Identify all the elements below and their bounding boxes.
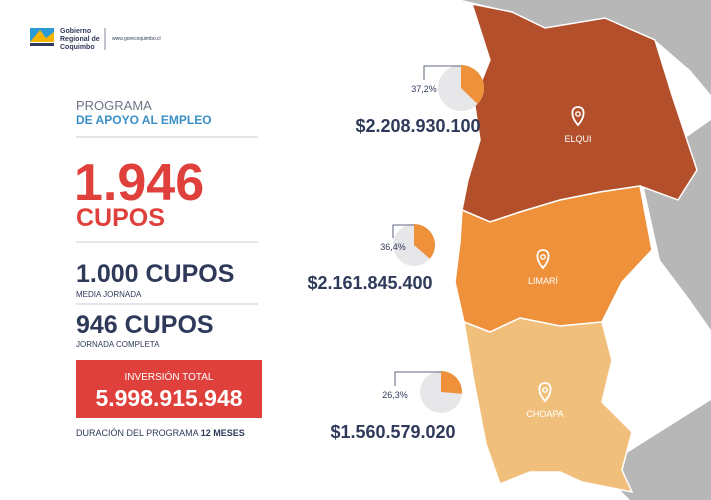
region-amount: $2.208.930.100 bbox=[355, 116, 480, 136]
region-name: LIMARÍ bbox=[528, 276, 559, 286]
org-name: Regional de bbox=[60, 36, 100, 43]
investment-box bbox=[76, 360, 262, 418]
org-name: Gobierno bbox=[60, 28, 91, 35]
investment-amount: 5.998.915.948 bbox=[95, 385, 242, 411]
duration-value: 12 MESES bbox=[201, 428, 245, 438]
logo bbox=[30, 28, 54, 46]
neighbor-land bbox=[462, 0, 711, 95]
map-pin bbox=[571, 106, 585, 127]
website: www.gorecoquimbo.cl bbox=[112, 36, 161, 42]
region-choapa bbox=[463, 317, 634, 494]
leader-line bbox=[423, 65, 461, 80]
share-label: 26,3% bbox=[382, 390, 408, 400]
total-unit: CUPOS bbox=[76, 204, 165, 232]
share-label: 36,4% bbox=[380, 242, 406, 252]
map-pin-dot bbox=[542, 387, 548, 393]
org-name: Coquimbo bbox=[60, 44, 95, 51]
region-amount: $2.161.845.400 bbox=[307, 273, 432, 293]
duration: DURACIÓN DEL PROGRAMA 12 MESES bbox=[76, 428, 245, 438]
region-amount: $1.560.579.020 bbox=[330, 422, 455, 442]
pie-slice bbox=[414, 224, 435, 259]
duration-label: DURACIÓN DEL PROGRAMA bbox=[76, 428, 199, 438]
investment-label: INVERSIÓN TOTAL bbox=[125, 370, 214, 383]
breakdown-label: JORNADA COMPLETA bbox=[76, 340, 160, 349]
program-line2: DE APOYO AL EMPLEO bbox=[76, 113, 212, 127]
map-pin-dot bbox=[575, 111, 581, 117]
breakdown-label: MEDIA JORNADA bbox=[76, 290, 142, 299]
pie-slice bbox=[441, 371, 463, 394]
pie-slice bbox=[461, 65, 484, 104]
map-pin-dot bbox=[540, 254, 546, 260]
breakdown-amount: 946 CUPOS bbox=[76, 311, 214, 339]
program-line1: PROGRAMA bbox=[76, 98, 152, 113]
breakdown-amount: 1.000 CUPOS bbox=[76, 260, 234, 288]
leader-line bbox=[394, 371, 441, 386]
region-name: CHOAPA bbox=[526, 409, 563, 419]
region-limari bbox=[454, 185, 653, 333]
map-pin bbox=[536, 249, 550, 270]
share-label: 37,2% bbox=[411, 84, 437, 94]
region-name: ELQUI bbox=[564, 134, 591, 144]
leader-line bbox=[392, 224, 414, 238]
total-number: 1.946 bbox=[74, 154, 204, 212]
neighbor-land bbox=[600, 400, 711, 500]
map-pin bbox=[538, 382, 552, 403]
